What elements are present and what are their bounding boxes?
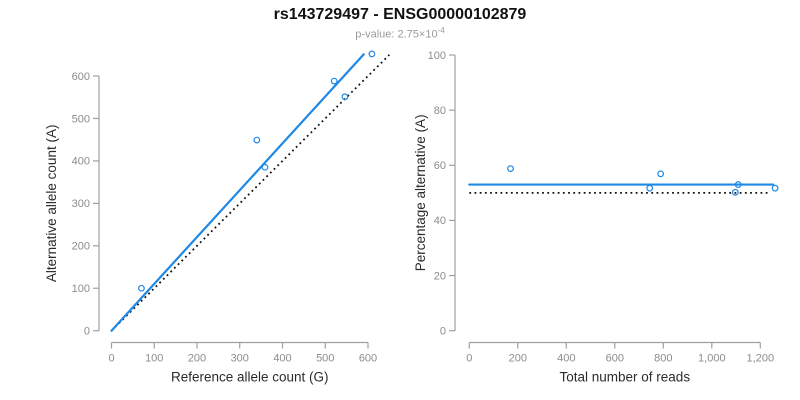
pvalue-text: p-value: 2.75×10 bbox=[355, 28, 438, 41]
pvalue-exponent: -4 bbox=[437, 26, 445, 35]
y-tick-label: 300 bbox=[72, 198, 90, 210]
x-axis-title: Reference allele count (G) bbox=[171, 370, 329, 385]
x-tick-label: 0 bbox=[108, 353, 114, 365]
y-tick-label: 600 bbox=[72, 71, 90, 83]
y-tick-label: 60 bbox=[434, 160, 446, 172]
data-point bbox=[368, 50, 376, 58]
y-tick-label: 0 bbox=[440, 326, 446, 338]
data-point bbox=[507, 165, 514, 172]
y-tick-label: 80 bbox=[434, 105, 446, 117]
x-tick-label: 1,000 bbox=[698, 353, 726, 365]
data-point bbox=[734, 181, 742, 188]
y-tick-label: 20 bbox=[434, 270, 446, 282]
plot-subtitle: p-value: 2.75×10-4 bbox=[0, 26, 800, 41]
x-tick-label: 1,200 bbox=[747, 353, 775, 365]
y-tick-label: 500 bbox=[72, 113, 90, 125]
data-point bbox=[341, 93, 349, 101]
y-tick-label: 100 bbox=[428, 50, 446, 62]
plot-title: rs143729497 - ENSG00000102879 bbox=[273, 6, 527, 23]
data-point bbox=[330, 77, 338, 85]
x-tick-label: 100 bbox=[145, 353, 163, 365]
x-tick-label: 400 bbox=[557, 353, 575, 365]
y-tick-label: 100 bbox=[72, 283, 90, 295]
x-tick-label: 600 bbox=[359, 353, 377, 365]
data-point bbox=[771, 184, 779, 192]
x-tick-label: 200 bbox=[509, 353, 527, 365]
x-tick-label: 600 bbox=[606, 353, 624, 365]
data-point bbox=[253, 136, 261, 144]
y-tick-label: 200 bbox=[72, 241, 90, 253]
y-tick-label: 400 bbox=[72, 156, 90, 168]
y-axis-title: Alternative allele count (A) bbox=[44, 125, 59, 283]
data-point bbox=[731, 188, 739, 196]
x-tick-label: 400 bbox=[273, 353, 291, 365]
x-tick-label: 300 bbox=[231, 353, 249, 365]
x-tick-label: 0 bbox=[466, 353, 472, 365]
fit-line bbox=[110, 53, 365, 332]
x-tick-label: 200 bbox=[188, 353, 206, 365]
y-axis-title: Percentage alternative (A) bbox=[413, 114, 428, 271]
y-tick-label: 40 bbox=[434, 215, 446, 227]
data-point bbox=[657, 170, 665, 178]
y-tick-label: 0 bbox=[84, 326, 90, 338]
data-point bbox=[261, 163, 269, 171]
x-axis-title: Total number of reads bbox=[560, 370, 691, 385]
data-point bbox=[138, 284, 145, 292]
data-point bbox=[646, 184, 654, 192]
x-tick-label: 500 bbox=[316, 353, 334, 365]
x-tick-label: 800 bbox=[654, 353, 672, 365]
